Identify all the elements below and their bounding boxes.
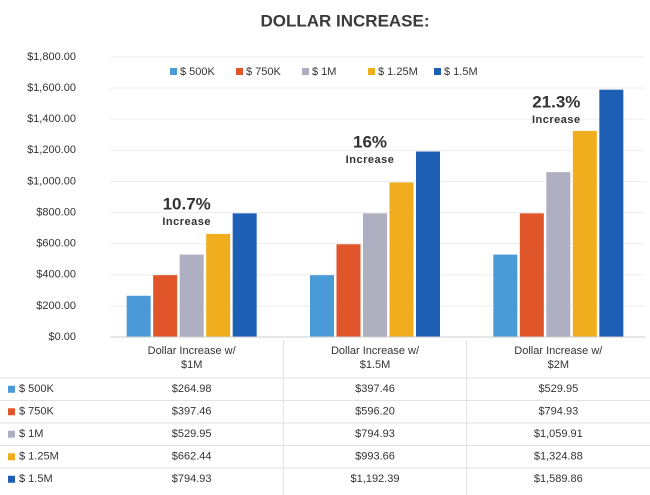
- annotation: 21.3%: [532, 92, 580, 111]
- legend-swatch: [368, 68, 375, 75]
- bar: [232, 213, 257, 337]
- legend-swatch: [236, 68, 243, 75]
- x-category-cell: Dollar Increase w/ $2M: [514, 345, 603, 371]
- annotation: 10.7%: [163, 194, 211, 213]
- row-label: $ 750K: [19, 406, 55, 418]
- legend-swatch: [302, 68, 309, 75]
- bar: [310, 275, 334, 337]
- legend-label: $ 1.5M: [444, 66, 478, 78]
- table-value: $596.20: [355, 406, 395, 418]
- x-category-cell: Dollar Increase w/ $1.5M: [330, 345, 420, 371]
- bar: [126, 295, 151, 337]
- y-tick-label: $200.00: [36, 300, 76, 312]
- bar: [206, 233, 231, 337]
- row-label: $ 1.25M: [19, 451, 59, 463]
- table-swatch: [8, 453, 15, 461]
- x-tick-label: Dollar Increase w/ $1.5M: [330, 345, 420, 371]
- y-tick-label: $1,200.00: [27, 144, 76, 156]
- table-value: $794.93: [538, 406, 578, 418]
- table-value: $794.93: [172, 473, 212, 485]
- table-swatch: [8, 385, 15, 393]
- y-tick-label: $0.00: [48, 331, 76, 343]
- table-value: $1,059.91: [534, 428, 583, 440]
- table-value: $529.95: [172, 428, 212, 440]
- table-swatch: [8, 475, 15, 483]
- y-tick-label: $1,600.00: [27, 82, 76, 94]
- row-label: $ 1.5M: [19, 473, 53, 485]
- bar: [519, 213, 544, 337]
- y-tick-label: $800.00: [36, 206, 76, 218]
- row-label: $ 1M: [19, 428, 43, 440]
- bar: [493, 254, 518, 337]
- y-tick-label: $1,000.00: [27, 175, 76, 187]
- bar: [599, 89, 624, 337]
- table-value: $1,324.88: [534, 451, 583, 463]
- legend-swatch: [434, 68, 441, 75]
- annotation: 16%: [353, 132, 387, 151]
- table-value: $1,192.39: [351, 473, 400, 485]
- y-tick-label: $1,400.00: [27, 113, 76, 125]
- table-value: $529.95: [538, 383, 578, 395]
- legend-label: $ 500K: [180, 66, 216, 78]
- table-value: $264.98: [172, 383, 212, 395]
- y-tick-label: $400.00: [36, 269, 76, 281]
- table-value: $397.46: [355, 383, 395, 395]
- table-swatch: [8, 430, 15, 438]
- legend-label: $ 1.25M: [378, 66, 418, 78]
- annotation-subtext: Increase: [162, 216, 211, 228]
- bar: [546, 172, 571, 337]
- x-category-cell: Dollar Increase w/ $1M: [147, 345, 236, 371]
- x-tick-label: Dollar Increase w/ $2M: [514, 345, 603, 371]
- bar: [389, 182, 414, 337]
- bar: [572, 130, 597, 337]
- table-value: $662.44: [172, 451, 212, 463]
- legend-label: $ 1M: [312, 66, 336, 78]
- y-tick-label: $600.00: [36, 238, 76, 250]
- bar: [416, 151, 440, 337]
- bar: [363, 213, 387, 337]
- table-swatch: [8, 408, 15, 416]
- annotation-subtext: Increase: [346, 154, 395, 166]
- legend-label: $ 750K: [246, 66, 282, 78]
- y-tick-label: $1,800.00: [27, 51, 76, 63]
- legend-swatch: [170, 68, 177, 75]
- row-label: $ 500K: [19, 383, 55, 395]
- annotation-subtext: Increase: [532, 114, 581, 126]
- bar: [179, 254, 204, 337]
- bar: [153, 275, 178, 337]
- x-tick-label: Dollar Increase w/ $1M: [147, 345, 236, 371]
- chart-title: DOLLAR INCREASE:: [260, 11, 429, 30]
- bar: [336, 244, 361, 337]
- table-value: $397.46: [172, 406, 212, 418]
- table-value: $993.66: [355, 451, 395, 463]
- table-value: $794.93: [355, 428, 395, 440]
- table-value: $1,589.86: [534, 473, 583, 485]
